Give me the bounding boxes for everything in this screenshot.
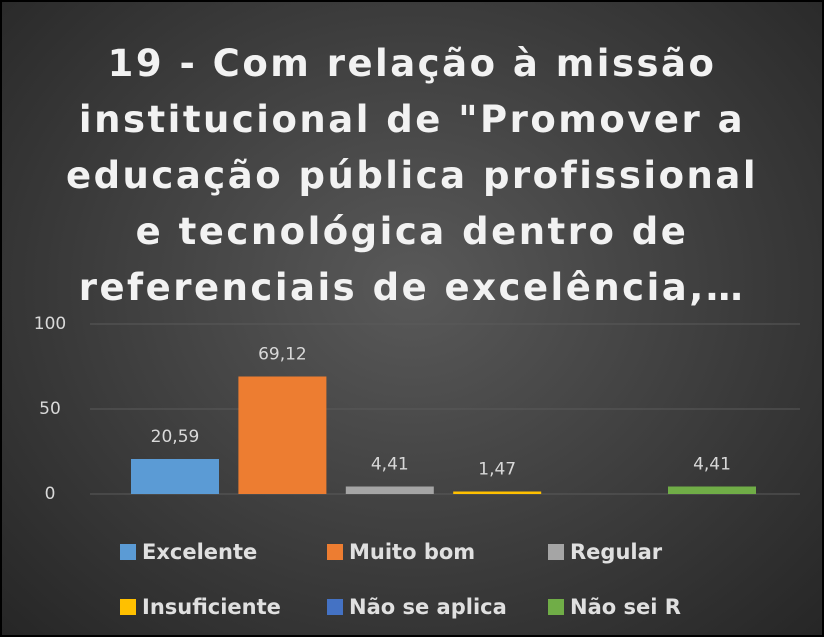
y-tick-label: 100 xyxy=(34,314,66,334)
bar xyxy=(238,376,327,494)
y-tick-label: 0 xyxy=(45,484,56,504)
legend-label: Muito bom xyxy=(349,540,475,564)
legend-label: Não sei R xyxy=(570,595,681,619)
data-label: 20,59 xyxy=(151,427,200,447)
data-label: 1,47 xyxy=(478,460,516,480)
data-label: 4,41 xyxy=(371,455,409,475)
legend-swatch xyxy=(327,544,343,560)
legend-swatch xyxy=(327,599,343,615)
legend-swatch xyxy=(120,599,136,615)
legend-swatch xyxy=(548,544,564,560)
bar xyxy=(453,491,542,494)
legend-swatch xyxy=(548,599,564,615)
chart-title: 19 - Com relação à missão institucional … xyxy=(65,42,759,309)
y-tick-label: 50 xyxy=(39,399,61,419)
legend-label: Regular xyxy=(570,540,663,564)
legend-label: Não se aplica xyxy=(349,595,507,619)
legend-label: Insuficiente xyxy=(142,595,281,619)
legend-swatch xyxy=(120,544,136,560)
bar xyxy=(668,486,756,494)
bar xyxy=(345,486,434,494)
data-label: 4,41 xyxy=(693,455,731,475)
legend-label: Excelente xyxy=(142,540,257,564)
bar xyxy=(131,458,219,494)
data-label: 69,12 xyxy=(258,344,307,364)
